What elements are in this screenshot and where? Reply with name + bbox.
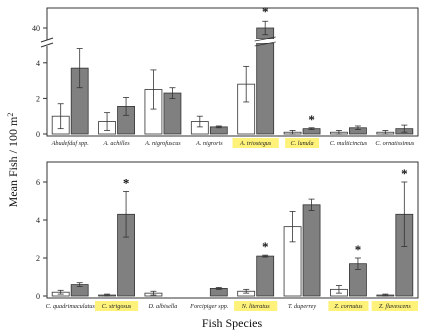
significance-star: *	[262, 239, 269, 254]
x-tick-label-a-triostegus: A. triostegus	[239, 140, 272, 147]
x-axis-title: Fish Species	[202, 316, 263, 330]
x-tick-label-d-albisella: D. albisella	[148, 303, 178, 310]
y-axis-title: Mean Fish / 100 m2	[6, 113, 20, 208]
y-tick-label: 0	[36, 292, 40, 301]
axis-break-gap	[41, 40, 53, 46]
x-tick-label-c-strigosus: C. strigosus	[102, 303, 132, 310]
x-tick-label-c-quadrimaculatus: C. quadrimaculatus	[46, 303, 96, 310]
y-tick-label: 2	[36, 94, 40, 103]
significance-star: *	[123, 176, 130, 191]
bar-break-mark	[254, 36, 276, 42]
panel-frame-top	[46, 7, 419, 137]
y-tick-label: 6	[36, 178, 40, 187]
y-tick-label: 0	[36, 130, 40, 139]
highlight-z-flavescens	[371, 301, 418, 311]
y-tick-label: 4	[36, 216, 40, 225]
axis-break-mark	[40, 42, 54, 48]
highlight-c-lunula	[285, 138, 320, 148]
significance-star: *	[308, 112, 315, 127]
x-tick-label-c-lunula: C. lunula	[291, 140, 314, 147]
x-tick-label-c-multicinctus: C. multicinctus	[330, 140, 368, 147]
x-tick-label-z-cornutus: Z. cornutus	[334, 303, 363, 310]
significance-star: *	[355, 242, 362, 257]
highlight-a-triostegus	[232, 138, 279, 148]
highlight-z-cornutus	[328, 301, 369, 311]
x-tick-label-z-flavescens: Z. flavescens	[379, 303, 412, 310]
axis-break-mark	[40, 37, 54, 43]
highlight-c-strigosus	[94, 301, 139, 311]
x-tick-label-a-nigrofuscus: A. nigrofuscus	[144, 140, 181, 147]
x-tick-label-c-ornatissimus: C. ornatissimus	[375, 140, 414, 147]
y-tick-label: 4	[36, 59, 40, 68]
significance-star: *	[262, 4, 269, 19]
x-tick-label-a-nigroris: A. nigroris	[195, 140, 223, 147]
x-tick-label-abudefduf-spp: Abudefduf spp.	[51, 140, 89, 147]
y-tick-label: 40	[32, 24, 40, 33]
x-tick-label-forcipiger-spp: Forcipiger spp.	[189, 303, 228, 310]
panel-frame-bottom	[46, 161, 419, 299]
x-tick-label-n-literatus: N. literatus	[241, 303, 270, 310]
highlight-n-literatus	[234, 301, 278, 311]
y-tick-label: 2	[36, 254, 40, 263]
x-tick-label-t-duperrey: T. duperrey	[288, 303, 316, 310]
significance-star: *	[401, 166, 408, 181]
bar-a-nigrofuscus-s2	[163, 92, 182, 135]
bar-a-triostegus-s2	[256, 42, 275, 135]
bar-n-literatus-s2	[256, 255, 275, 297]
x-tick-label-a-achilles: A. achilles	[103, 140, 131, 147]
y-axis-title-superscript: 2	[6, 113, 15, 117]
bar-break-mark	[254, 41, 276, 47]
bar-t-duperrey-s2	[302, 204, 321, 297]
bar-break-gap	[254, 39, 276, 43]
